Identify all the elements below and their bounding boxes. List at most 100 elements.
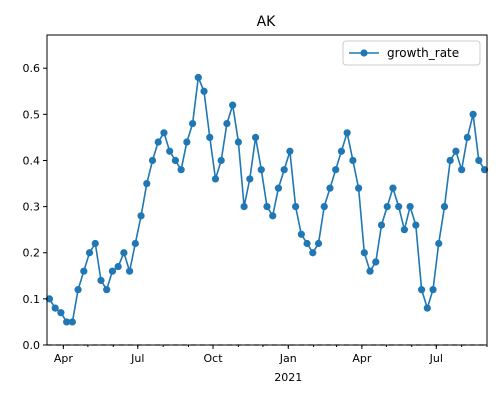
data-point: [80, 267, 88, 275]
data-point: [85, 249, 94, 257]
data-point: [303, 239, 311, 248]
y-tick-label: 0.0: [23, 339, 41, 352]
x-tick-label: Jul: [130, 352, 144, 365]
y-tick-label: 0.4: [23, 154, 41, 167]
data-point: [446, 156, 454, 165]
data-point: [194, 73, 202, 82]
data-point: [292, 203, 300, 211]
x-year-label: 2021: [274, 371, 302, 384]
data-point: [377, 221, 386, 229]
data-point: [475, 156, 483, 165]
data-point: [389, 184, 397, 192]
x-tick-label: Apr: [54, 352, 74, 365]
data-point: [332, 166, 340, 174]
data-point: [103, 286, 111, 294]
data-point: [366, 267, 374, 275]
data-point: [63, 318, 71, 326]
data-point: [257, 166, 265, 174]
data-point: [148, 156, 157, 165]
x-tick-label: Oct: [204, 352, 224, 365]
data-point: [120, 249, 128, 257]
data-point: [246, 175, 254, 183]
data-point: [314, 239, 323, 248]
y-tick-label: 0.6: [23, 62, 41, 75]
data-point: [177, 166, 185, 174]
data-point: [108, 267, 117, 275]
y-tick-label: 0.5: [23, 108, 41, 121]
data-point: [286, 147, 294, 155]
data-point: [91, 239, 99, 248]
data-point: [223, 119, 231, 128]
data-point: [206, 133, 214, 142]
data-point: [326, 184, 334, 192]
data-point: [183, 138, 191, 146]
data-point: [188, 119, 197, 128]
data-point: [240, 203, 248, 211]
data-point: [452, 147, 460, 155]
legend: growth_rate: [342, 40, 481, 66]
legend-box: [342, 40, 481, 66]
chart-title: AK: [257, 14, 277, 30]
data-point: [211, 175, 220, 183]
data-point: [423, 304, 431, 312]
data-point: [263, 203, 271, 211]
data-point: [458, 166, 466, 174]
data-point: [354, 184, 363, 192]
data-point: [417, 286, 426, 294]
data-point: [349, 156, 357, 165]
data-point: [229, 101, 237, 109]
data-point: [372, 258, 380, 266]
data-point: [97, 276, 105, 285]
data-point: [435, 239, 443, 248]
data-point: [320, 203, 328, 211]
data-point: [429, 286, 437, 294]
axes: 0.0 0.1 0.2 0.3 0.4 0.5 0.6 Apr Jul Oct Jan Apr Jul 2…: [23, 34, 488, 384]
data-point: [234, 138, 242, 146]
data-point: [274, 184, 283, 192]
y-tick-label: 0.1: [23, 293, 41, 306]
legend-marker: [360, 49, 368, 57]
data-point: [126, 267, 134, 275]
data-point: [395, 203, 403, 211]
series-line-0: [48, 74, 486, 323]
x-tick-label: Jul: [429, 352, 443, 365]
plot-area: [45, 73, 489, 346]
x-tick-label: Jan: [279, 352, 297, 365]
data-point: [68, 318, 76, 326]
data-point: [343, 129, 351, 137]
data-point: [463, 133, 471, 142]
data-point: [383, 203, 391, 211]
data-point: [406, 203, 414, 211]
data-point: [269, 212, 277, 220]
data-point: [412, 221, 420, 229]
data-point: [137, 212, 145, 220]
data-point: [217, 156, 225, 165]
data-point: [131, 239, 139, 248]
x-tick-label: Apr: [352, 352, 372, 365]
data-point: [400, 226, 408, 234]
data-point: [469, 110, 477, 118]
y-tick-label: 0.3: [23, 201, 41, 214]
data-point: [166, 147, 174, 155]
data-point: [337, 147, 346, 155]
data-point: [143, 179, 151, 188]
data-point: [114, 262, 122, 271]
data-point: [309, 249, 317, 257]
data-point: [440, 203, 449, 211]
data-point: [45, 295, 54, 303]
data-point: [297, 230, 305, 238]
legend-label: growth_rate: [387, 46, 459, 60]
data-point: [200, 87, 208, 95]
data-point: [57, 309, 65, 317]
data-point: [160, 129, 168, 137]
data-point: [154, 138, 162, 146]
data-point: [171, 156, 180, 165]
data-point: [74, 286, 82, 294]
data-point: [251, 133, 260, 142]
data-point: [280, 166, 288, 174]
data-point: [51, 304, 59, 312]
plot-frame: [46, 34, 488, 346]
data-point: [480, 166, 489, 174]
y-tick-label: 0.2: [23, 247, 41, 260]
